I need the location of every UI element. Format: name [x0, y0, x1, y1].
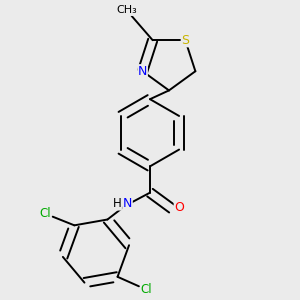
Text: N: N [123, 197, 132, 210]
Text: H: H [112, 197, 122, 210]
Text: N: N [138, 65, 147, 78]
Text: S: S [181, 34, 189, 47]
Text: Cl: Cl [141, 283, 152, 296]
Text: Cl: Cl [39, 207, 51, 220]
Text: CH₃: CH₃ [116, 5, 137, 15]
Text: O: O [174, 201, 184, 214]
